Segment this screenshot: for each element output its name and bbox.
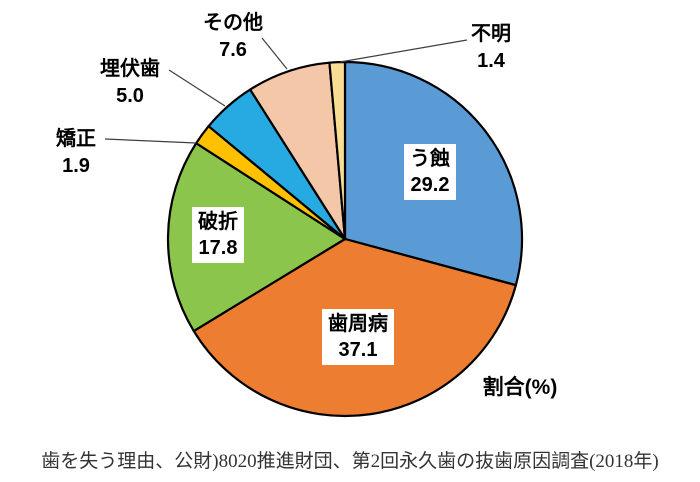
leader-line-unknown bbox=[339, 39, 468, 63]
leader-line-others bbox=[261, 37, 288, 70]
slice-label-impacted: 埋伏歯 5.0 bbox=[100, 56, 160, 110]
leader-line-orthodontic bbox=[104, 138, 197, 144]
unit-label: 割合(%) bbox=[482, 376, 558, 399]
slice-name-unknown: 不明 bbox=[471, 23, 511, 45]
slice-value-periodontal: 37.1 bbox=[338, 339, 378, 361]
slice-value-orthodontic: 1.9 bbox=[62, 155, 90, 177]
slice-name-orthodontic: 矯正 bbox=[56, 128, 96, 150]
slice-value-impacted: 5.0 bbox=[116, 85, 144, 107]
slice-label-others: その他 7.6 bbox=[203, 10, 263, 64]
slice-label-caries: う蝕 29.2 bbox=[404, 144, 456, 200]
slice-value-others: 7.6 bbox=[219, 39, 247, 61]
pie-slice-fracture bbox=[166, 142, 347, 333]
slice-name-others: その他 bbox=[203, 12, 263, 34]
slice-name-caries: う蝕 bbox=[410, 148, 450, 170]
leader-line-impacted bbox=[168, 69, 226, 107]
slice-name-periodontal: 歯周病 bbox=[328, 313, 388, 335]
source-caption: 歯を失う理由、公財)8020推進財団、第2回永久歯の抜歯原因調査(2018年) bbox=[41, 451, 659, 472]
slice-label-unknown: 不明 1.4 bbox=[471, 21, 511, 75]
slice-value-unknown: 1.4 bbox=[477, 50, 505, 72]
pie-slice-unknown bbox=[328, 60, 347, 241]
slice-name-fracture: 破折 bbox=[198, 211, 238, 233]
slice-value-fracture: 17.8 bbox=[198, 237, 238, 259]
slice-value-caries: 29.2 bbox=[410, 174, 450, 196]
slice-label-periodontal: 歯周病 37.1 bbox=[322, 309, 394, 365]
slice-name-impacted: 埋伏歯 bbox=[100, 58, 160, 80]
pie-chart: 割合(%) う蝕 29.2 歯周病 37.1 破折 17.8 矯正 1.9 埋伏歯 5.0 その他 7… bbox=[56, 10, 558, 418]
slice-label-orthodontic: 矯正 1.9 bbox=[56, 126, 96, 180]
slice-label-fracture: 破折 17.8 bbox=[192, 207, 244, 263]
